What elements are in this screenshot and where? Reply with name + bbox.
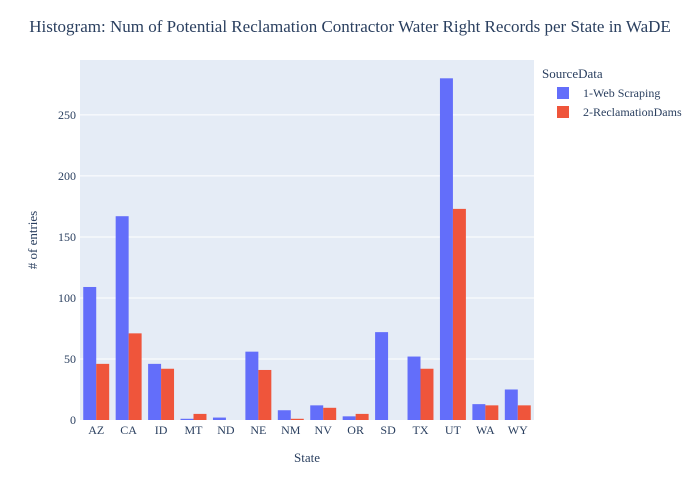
legend: SourceData 1-Web Scraping 2-ReclamationDa… (542, 66, 682, 119)
bar-1-Web Scraping-UT (439, 78, 453, 420)
y-tick-label: 0 (70, 413, 76, 427)
legend-label: 1-Web Scraping (583, 86, 660, 100)
bar-1-Web Scraping-SD (375, 332, 389, 420)
x-tick-label: NV (315, 423, 333, 437)
x-axis-title: State (294, 450, 320, 465)
bar-2-ReclamationDams-NE (258, 369, 272, 420)
bar-1-Web Scraping-NM (277, 410, 291, 420)
x-tick-label: WY (508, 423, 528, 437)
y-tick-label: 150 (58, 230, 76, 244)
x-tick-label: UT (445, 423, 462, 437)
y-tick-label: 250 (58, 108, 76, 122)
bar-1-Web Scraping-MT (180, 418, 194, 420)
bar-1-Web Scraping-WA (472, 404, 486, 420)
x-tick-label: NE (250, 423, 266, 437)
y-tick-labels: 0 50 100 150 200 250 (58, 108, 76, 427)
y-tick-label: 50 (64, 352, 76, 366)
y-tick-label: 200 (58, 169, 76, 183)
x-tick-label: SD (380, 423, 396, 437)
bar-1-Web Scraping-WY (504, 389, 518, 420)
x-tick-label: WA (476, 423, 495, 437)
bar-1-Web Scraping-TX (407, 356, 421, 420)
bar-2-ReclamationDams-ID (161, 368, 175, 420)
bar-2-ReclamationDams-UT (452, 208, 466, 420)
bar-2-ReclamationDams-WY (517, 405, 531, 420)
bars (83, 78, 531, 420)
bar-2-ReclamationDams-WA (485, 405, 499, 420)
bar-1-Web Scraping-OR (342, 416, 356, 420)
bar-2-ReclamationDams-MT (193, 413, 207, 420)
x-tick-label: ND (217, 423, 235, 437)
bar-2-ReclamationDams-AZ (96, 363, 110, 420)
bar-1-Web Scraping-NE (245, 351, 259, 420)
x-tick-labels: AZ CA ID MT ND NE NM NV OR SD TX UT WA WY (88, 423, 528, 437)
bar-1-Web Scraping-AZ (83, 286, 97, 420)
chart-title: Histogram: Num of Potential Reclamation … (29, 17, 671, 36)
legend-swatch[interactable] (557, 106, 569, 118)
bar-2-ReclamationDams-TX (420, 368, 434, 420)
bar-1-Web Scraping-ID (148, 363, 162, 420)
bar-2-ReclamationDams-OR (355, 413, 369, 420)
x-tick-label: CA (120, 423, 137, 437)
x-tick-label: OR (347, 423, 364, 437)
legend-items: 1-Web Scraping 2-ReclamationDams (557, 86, 682, 119)
bar-2-ReclamationDams-CA (128, 333, 142, 420)
bar-1-Web Scraping-NV (310, 405, 324, 420)
legend-label: 2-ReclamationDams (583, 105, 682, 119)
x-tick-label: AZ (88, 423, 104, 437)
y-tick-label: 100 (58, 291, 76, 305)
bar-1-Web Scraping-ND (212, 417, 226, 420)
legend-title: SourceData (542, 66, 603, 81)
x-tick-label: TX (413, 423, 429, 437)
x-tick-label: MT (185, 423, 204, 437)
y-axis-title: # of entries (25, 211, 40, 269)
legend-swatch[interactable] (557, 87, 569, 99)
x-tick-label: NM (281, 423, 301, 437)
bar-2-ReclamationDams-NM (290, 418, 304, 420)
bar-1-Web Scraping-CA (115, 216, 129, 420)
bar-2-ReclamationDams-NV (323, 407, 337, 420)
x-tick-label: ID (155, 423, 168, 437)
